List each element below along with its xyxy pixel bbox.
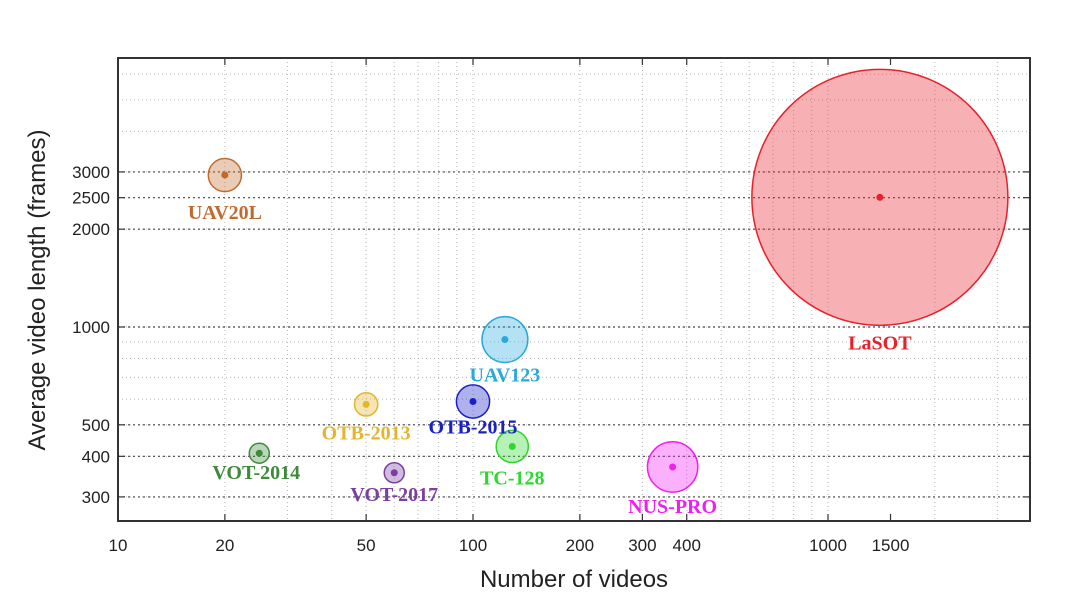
y-tick-label: 400: [82, 447, 110, 466]
x-axis-title: Number of videos: [480, 566, 668, 593]
point-label-lasot: LaSOT: [848, 332, 912, 354]
x-tick-label: 1500: [872, 536, 910, 555]
point-label-vot-2014: VOT-2014: [212, 462, 300, 484]
bubble-center-dot: [221, 171, 229, 179]
bubble-center-dot: [390, 469, 398, 477]
bubble-vot-2014: [248, 442, 271, 464]
bubble-lasot: [751, 68, 1009, 327]
bubble-tc-128: [495, 429, 530, 464]
point-label-otb-2013: OTB-2013: [322, 422, 411, 444]
bubble-center-dot: [876, 193, 884, 201]
x-tick-label: 400: [673, 536, 701, 555]
point-label-otb-2015: OTB-2015: [429, 416, 518, 438]
bubble-uav123: [481, 315, 529, 364]
x-tick-label: 20: [215, 536, 234, 555]
y-axis-title: Average video length (frames): [24, 129, 51, 450]
x-tick-label: 1000: [809, 536, 847, 555]
plot-frame: [117, 57, 1031, 522]
y-tick-label: 1000: [72, 318, 110, 337]
y-tick-label: 2000: [72, 220, 110, 239]
y-tick-label: 500: [82, 416, 110, 435]
x-tick-label: 10: [109, 536, 128, 555]
bubble-center-dot: [501, 336, 509, 344]
point-label-tc-128: TC-128: [480, 467, 544, 489]
y-tick-label: 3000: [72, 163, 110, 182]
point-label-uav20l: UAV20L: [188, 202, 262, 224]
bubble-uav20l: [207, 157, 243, 193]
x-tick-label: 50: [357, 536, 376, 555]
y-tick-label: 2500: [72, 189, 110, 208]
bubble-center-dot: [362, 400, 370, 408]
bubble-otb-2015: [455, 384, 491, 419]
bubble-otb-2013: [353, 392, 379, 417]
y-tick-label: 300: [82, 488, 110, 507]
point-label-vot-2017: VOT-2017: [350, 484, 438, 506]
bubble-nus-pro: [646, 441, 699, 493]
x-tick-label: 200: [566, 536, 594, 555]
point-label-nus-pro: NUS-PRO: [628, 496, 717, 518]
x-tick-label: 100: [459, 536, 487, 555]
grid-lines: [118, 58, 1030, 521]
bubble-center-dot: [469, 397, 477, 405]
bubble-center-dot: [669, 463, 677, 471]
bubble-layer: [207, 68, 1009, 493]
point-label-uav123: UAV123: [470, 365, 541, 387]
point-labels: UAV20L LaSOT UAV123 OTB-2013 OTB-2015 TC-128 V…: [188, 202, 912, 518]
bubble-vot-2017: [383, 462, 405, 484]
x-tick-label: 300: [628, 536, 656, 555]
tick-layer: 10 20 50 100 200 300 400 1000 1500 300 400 500 1000 2…: [72, 58, 1030, 555]
bubble-center-dot: [255, 449, 263, 457]
bubble-center-dot: [508, 442, 516, 450]
